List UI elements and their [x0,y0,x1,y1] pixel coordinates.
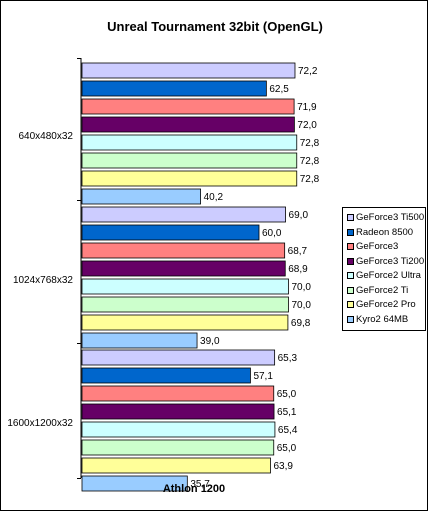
bar [81,439,275,456]
bar [81,367,251,384]
data-label: 72,8 [300,174,320,185]
data-label: 70,0 [292,282,312,293]
bar [81,116,295,133]
data-label: 35,7 [190,479,210,490]
legend-label: Radeon 8500 [356,226,414,238]
bar [81,278,289,295]
bar [81,206,286,223]
bar [81,152,298,169]
legend-item: GeForce2 Pro [347,299,425,311]
data-label: 69,8 [291,318,311,329]
legend-swatch [347,243,354,250]
legend-swatch [347,272,354,279]
legend-swatch [347,228,354,236]
bar [81,332,198,349]
bar [81,314,289,331]
data-label: 72,8 [300,156,320,167]
legend-swatch [347,257,354,265]
data-label: 68,7 [288,246,308,257]
data-label: 65,1 [277,407,297,418]
legend: GeForce3 Ti500 Radeon 8500 GeForce3 GeForce… [342,207,426,331]
legend-label: GeForce3 [356,241,399,252]
data-label: 71,9 [297,102,317,113]
data-label: 69,0 [289,210,309,221]
category-label: 640x480x32 [19,131,74,142]
data-label: 63,9 [274,461,294,472]
legend-item: Radeon 8500 [347,227,425,239]
legend-label: GeForce3 Ti500 [356,212,425,223]
legend-item: GeForce3 Ti500 [347,212,425,224]
legend-label: GeForce2 Ti [356,284,409,296]
x-axis-label: Athlon 1200 [162,483,226,495]
data-label: 60,0 [262,228,282,239]
legend-item: GeForce3 [347,241,425,253]
bar [81,403,275,420]
data-label: 65,4 [278,425,298,436]
legend-label: GeForce2 Pro [356,299,416,310]
category-label: 1024x768x32 [13,275,73,286]
data-label: 65,0 [277,389,297,400]
data-label: 57,1 [253,371,273,382]
bar [81,385,275,402]
bar [81,457,271,474]
legend-item: GeForce2 Ti [347,285,425,297]
data-label: 65,0 [277,443,297,454]
legend-label: Kyro2 64MB [356,313,409,325]
legend-item: GeForce2 Ultra [347,270,425,282]
bar [81,188,201,205]
data-label: 70,0 [292,300,312,311]
legend-swatch [347,286,354,294]
bar [81,98,295,115]
bar [81,421,276,438]
bar [81,260,286,277]
data-label: 39,0 [200,336,220,347]
legend-label: GeForce3 Ti200 [356,255,425,267]
category-label: 1600x1200x32 [7,418,73,429]
legend-swatch [347,301,354,308]
legend-label: GeForce2 Ultra [356,270,421,281]
bar [81,80,267,97]
data-label: 68,9 [288,264,308,275]
chart-title: Unreal Tournament 32bit (OpenGL) [107,19,323,34]
data-label: 72,0 [297,120,317,131]
data-label: 65,3 [278,353,298,364]
legend-item: Kyro2 64MB [347,314,425,326]
bar [81,475,188,492]
data-label: 72,2 [298,66,318,77]
legend-swatch [347,315,354,323]
bar [81,296,289,313]
bar [81,134,298,151]
data-label: 72,8 [300,138,320,149]
bar [81,242,286,259]
bar [81,62,296,79]
data-label: 40,2 [204,192,224,203]
bar [81,349,276,366]
data-label: 62,5 [269,84,289,95]
legend-item: GeForce3 Ti200 [347,256,425,268]
legend-swatch [347,214,354,221]
bar [81,224,260,241]
bar [81,170,298,187]
